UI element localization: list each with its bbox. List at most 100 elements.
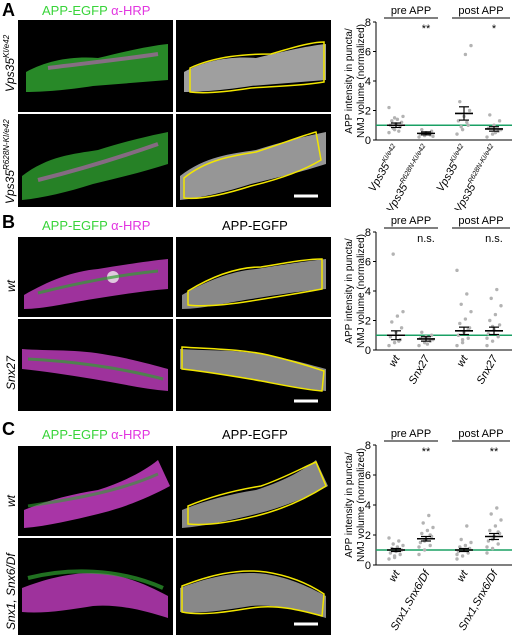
panel-a: A APP-EGFP α-HRP Vps35KI/e42 Vps35R628N-… — [0, 0, 520, 210]
y-tick-label: 2 — [365, 106, 371, 118]
x-tick-label: wt — [455, 568, 471, 584]
data-point — [390, 119, 394, 123]
x-tick-label: wt — [387, 568, 403, 584]
data-point — [428, 543, 432, 548]
data-point — [422, 340, 427, 345]
data-point — [399, 326, 404, 330]
gray-image-row2 — [176, 319, 331, 411]
data-point — [465, 120, 469, 125]
panel-letter: A — [2, 0, 15, 20]
gray-image-row1 — [176, 446, 331, 536]
micrograph — [26, 44, 168, 92]
data-point — [395, 545, 400, 549]
y-tick-label: 0 — [365, 135, 371, 147]
group-label: pre APP — [391, 5, 431, 17]
panel-letter: C — [2, 419, 15, 439]
significance-label: * — [492, 23, 497, 35]
y-tick-label: 8 — [365, 17, 371, 29]
data-point — [463, 52, 468, 57]
data-point — [495, 506, 499, 510]
data-point — [497, 323, 502, 327]
data-point — [395, 314, 400, 318]
data-point — [493, 312, 498, 317]
micrograph — [184, 41, 326, 94]
x-tick-label: wt — [455, 353, 471, 369]
data-point — [496, 530, 500, 534]
x-tick-label: Snx27 — [475, 353, 501, 387]
data-point — [397, 539, 401, 543]
data-point — [418, 540, 423, 545]
data-point — [425, 342, 430, 346]
data-point — [455, 132, 459, 136]
data-point — [492, 123, 496, 127]
merge-title-hrp: α-HRP — [111, 427, 151, 442]
data-point — [460, 554, 465, 558]
merge-title-hrp: α-HRP — [111, 218, 151, 233]
chart-c: 0 2 4 6 8 APP intensity in puncta/NMJ volume … — [344, 428, 512, 633]
data-point — [455, 268, 459, 273]
data-point — [397, 339, 401, 343]
data-point — [387, 130, 391, 135]
chart-b: 0 2 4 6 8 APP intensity in puncta/NMJ volume … — [344, 215, 512, 387]
row-label: Vps35R628N-KI/e42 — [2, 119, 17, 204]
data-point — [485, 545, 489, 549]
data-point — [387, 105, 391, 110]
micrograph — [180, 346, 326, 403]
y-tick-label: 4 — [365, 76, 371, 88]
data-point — [401, 309, 405, 314]
data-point — [460, 127, 465, 132]
y-tick-label: 0 — [365, 345, 371, 357]
data-point — [420, 330, 424, 334]
merge-image-row2 — [18, 538, 173, 635]
data-point — [427, 513, 431, 518]
data-point — [485, 551, 489, 555]
data-point — [465, 292, 469, 296]
gray-title: APP-EGFP — [222, 427, 288, 442]
data-point — [429, 333, 434, 337]
y-tick-label: 6 — [365, 47, 371, 59]
group-label: post APP — [458, 5, 503, 17]
micrograph — [22, 132, 168, 200]
data-point — [417, 545, 421, 549]
data-point — [467, 108, 472, 113]
group-label: pre APP — [391, 215, 431, 227]
data-point — [391, 542, 395, 546]
data-point — [420, 531, 424, 536]
data-point — [466, 551, 470, 555]
data-point — [485, 343, 489, 348]
y-tick-label: 6 — [365, 470, 371, 482]
row-label: Snx27 — [4, 355, 18, 390]
data-point — [486, 539, 491, 543]
row-label: Vps35KI/e42 — [2, 34, 17, 92]
data-point — [465, 524, 469, 528]
data-point — [499, 304, 503, 308]
y-axis-label: APP intensity in puncta/ — [344, 28, 355, 134]
merge-title: APP-EGFP α-HRP — [42, 3, 150, 18]
y-tick-label: 8 — [365, 440, 371, 452]
data-point — [387, 536, 391, 540]
data-point — [422, 548, 427, 552]
group-label: post APP — [458, 215, 503, 227]
merge-image-row2 — [18, 114, 173, 207]
micrograph — [22, 569, 168, 618]
data-point — [460, 340, 465, 345]
data-point — [431, 525, 435, 530]
data-point — [421, 521, 425, 525]
data-point — [459, 537, 463, 542]
data-point — [459, 302, 463, 306]
data-point — [401, 543, 405, 548]
data-point — [387, 343, 391, 348]
x-tick-label: wt — [387, 353, 403, 369]
row-label: wt — [4, 495, 18, 507]
data-point — [458, 99, 462, 104]
y-tick-label: 8 — [365, 227, 371, 239]
data-point — [392, 340, 397, 345]
data-point — [466, 123, 470, 127]
y-tick-label: 4 — [365, 286, 371, 298]
data-point — [463, 543, 468, 548]
data-point — [401, 114, 405, 119]
micrograph — [24, 460, 170, 528]
data-point — [417, 552, 421, 557]
data-point — [496, 542, 500, 546]
merge-image-row1 — [18, 237, 173, 317]
